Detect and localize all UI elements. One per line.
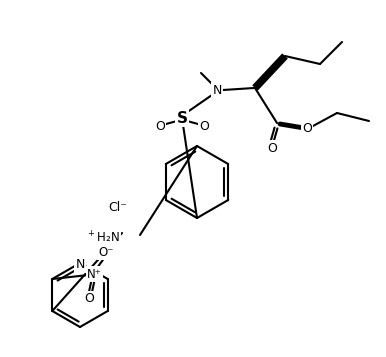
Text: $^+$H₂N: $^+$H₂N	[86, 230, 120, 246]
Text: O⁻: O⁻	[98, 246, 114, 258]
Text: S: S	[176, 111, 188, 126]
Text: O: O	[267, 141, 277, 155]
Text: Cl⁻: Cl⁻	[108, 201, 127, 213]
Text: N⁺: N⁺	[87, 267, 102, 281]
Text: N: N	[212, 84, 222, 96]
Text: O: O	[302, 121, 312, 135]
Text: N: N	[75, 258, 85, 272]
Text: O: O	[85, 292, 94, 306]
Text: O: O	[155, 120, 165, 132]
Text: O: O	[199, 120, 209, 132]
